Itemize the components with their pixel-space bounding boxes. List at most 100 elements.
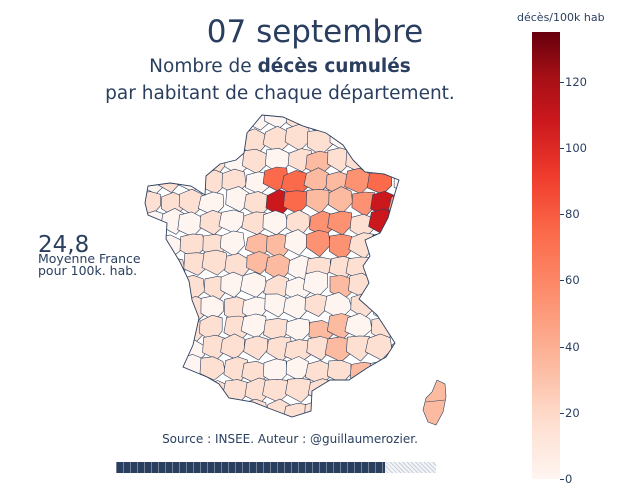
department-region[interactable] [159,318,187,344]
department-region[interactable] [365,377,391,402]
department-region[interactable] [389,213,414,239]
department-region[interactable] [283,190,308,215]
department-region[interactable] [139,236,166,260]
department-region[interactable] [176,126,205,153]
department-region[interactable] [179,376,204,405]
department-region[interactable] [262,378,290,403]
department-region[interactable] [200,107,227,132]
department-region[interactable] [221,124,248,151]
department-region[interactable] [304,400,328,426]
department-region[interactable] [180,274,205,301]
department-region[interactable] [157,336,184,362]
department-region[interactable] [368,105,394,131]
department-region[interactable] [371,124,396,150]
department-region[interactable] [303,167,330,194]
department-region[interactable] [391,150,417,176]
department-region[interactable] [387,234,413,261]
department-region[interactable] [391,337,415,365]
department-region[interactable] [282,294,309,320]
department-region[interactable] [373,298,399,322]
department-region[interactable] [140,295,165,321]
department-region[interactable] [177,211,202,238]
department-region[interactable] [142,169,166,195]
animation-progress-bar[interactable] [116,462,436,473]
department-region[interactable] [140,271,166,300]
department-region[interactable] [239,271,268,298]
department-region[interactable] [284,229,309,256]
department-region[interactable] [347,380,374,407]
department-region[interactable] [159,257,186,282]
department-region[interactable] [136,376,164,402]
department-region[interactable] [140,146,166,173]
department-region[interactable] [158,276,185,302]
department-region[interactable] [322,106,351,131]
department-region[interactable] [305,189,330,214]
department-region[interactable] [391,360,417,388]
department-region[interactable] [391,110,415,133]
department-region[interactable] [139,338,165,365]
department-region[interactable] [344,107,371,133]
department-region[interactable] [139,357,164,385]
department-region[interactable] [242,148,269,175]
department-region[interactable] [177,403,203,427]
department-region[interactable] [391,256,417,283]
department-region[interactable] [222,379,249,404]
department-region[interactable] [159,107,184,132]
department-region[interactable] [183,149,207,176]
department-region[interactable] [243,335,269,361]
department-region[interactable] [156,234,183,259]
department-region[interactable] [305,229,331,258]
department-region[interactable] [305,150,331,176]
department-region[interactable] [156,297,184,323]
department-region[interactable] [197,191,225,217]
department-region[interactable] [387,298,414,323]
department-region[interactable] [218,209,245,234]
department-region[interactable] [347,124,375,152]
department-region[interactable] [285,377,313,403]
department-region[interactable] [200,295,224,322]
department-region[interactable] [348,272,374,298]
department-region[interactable] [219,230,245,257]
department-region[interactable] [388,127,415,153]
department-region[interactable] [327,210,353,236]
department-region[interactable] [162,382,187,407]
department-region[interactable] [141,316,166,341]
department-region[interactable] [389,314,417,342]
department-region[interactable] [285,209,310,238]
department-region[interactable] [393,171,419,195]
department-region[interactable] [389,399,413,426]
department-region[interactable] [345,401,371,425]
department-region[interactable] [223,399,248,425]
department-region[interactable] [161,399,188,426]
department-region[interactable] [203,380,229,408]
department-region[interactable] [349,361,377,386]
department-region[interactable] [143,254,167,283]
department-region[interactable] [138,107,163,134]
department-region[interactable] [139,401,166,425]
department-region[interactable] [393,274,419,302]
department-region[interactable] [302,270,329,297]
department-region[interactable] [350,293,376,319]
department-region[interactable] [223,106,247,133]
department-region[interactable] [199,356,226,381]
department-region[interactable] [365,333,393,361]
department-region[interactable] [155,149,183,174]
department-region[interactable] [344,312,373,339]
department-region[interactable] [304,293,329,317]
department-region[interactable] [326,397,352,421]
department-region[interactable] [177,167,204,193]
department-region[interactable] [200,403,225,426]
department-region[interactable] [370,232,397,259]
department-region[interactable] [203,129,227,153]
department-region[interactable] [220,333,245,360]
department-region[interactable] [262,210,289,236]
department-region[interactable] [157,126,184,151]
department-region[interactable] [371,276,396,304]
department-region[interactable] [392,379,416,407]
department-region[interactable] [179,105,206,132]
department-region[interactable] [141,130,166,154]
department-region[interactable] [372,253,399,280]
department-region[interactable] [160,357,188,385]
department-region[interactable] [138,191,161,217]
department-region[interactable] [367,397,392,425]
